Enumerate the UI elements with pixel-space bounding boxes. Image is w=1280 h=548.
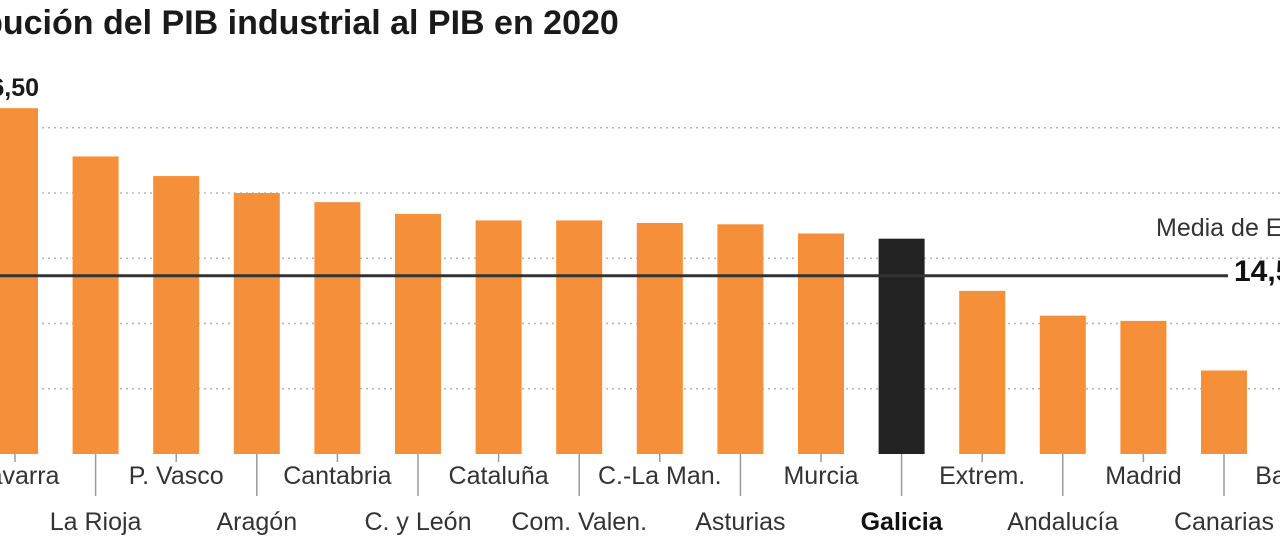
x-label-p-vasco: P. Vasco — [129, 462, 224, 490]
bar-asturias — [717, 224, 764, 454]
data-labels: 26,50 — [0, 74, 39, 102]
bar-galicia — [878, 238, 925, 454]
bar-la-rioja — [72, 156, 119, 454]
bar-andalucia — [1039, 315, 1086, 454]
x-label-cantabria: Cantabria — [283, 462, 391, 490]
value-label-navarra: 26,50 — [0, 74, 39, 102]
x-label-canarias: Canarias — [1174, 508, 1274, 536]
bar-murcia — [798, 233, 844, 454]
x-label-com-valen: Com. Valen. — [511, 508, 647, 536]
x-label-aragon: Aragón — [216, 508, 297, 536]
bars — [0, 108, 1247, 455]
x-label-navarra: Navarra — [0, 462, 60, 490]
average-label: Media de España — [1156, 214, 1280, 242]
bar-madrid — [1120, 320, 1167, 454]
bar-extrem — [959, 290, 1006, 454]
x-axis-ticks — [14, 454, 1225, 496]
average-value: 14,5 — [1234, 255, 1280, 288]
x-label-madrid: Madrid — [1105, 462, 1181, 490]
x-label-murcia: Murcia — [783, 462, 858, 490]
reference-line-group: Media de España 14,5 — [0, 214, 1280, 288]
x-label-c-la-man: C.-La Man. — [598, 462, 722, 490]
x-axis-labels: Navarra La Rioja P. Vasco Aragón Cantabria C.… — [0, 462, 1280, 536]
x-label-c-y-leon: C. y León — [364, 508, 471, 536]
bar-aragon — [233, 193, 280, 454]
bar-cataluna — [475, 220, 522, 454]
bar-com-valen — [556, 220, 603, 454]
bar-cantabria — [314, 202, 361, 454]
x-label-andalucia: Andalucía — [1007, 508, 1118, 536]
chart-title: Contribución del PIB industrial al PIB e… — [0, 4, 619, 42]
x-label-extrem: Extrem. — [939, 462, 1025, 490]
x-label-asturias: Asturias — [695, 508, 785, 536]
bar-c-y-leon — [395, 213, 441, 454]
bar-canarias — [1201, 370, 1247, 454]
bar-navarra — [0, 108, 38, 455]
x-label-baleares: Baleares — [1255, 462, 1280, 490]
bar-p-vasco — [153, 176, 200, 454]
x-label-galicia: Galicia — [861, 508, 944, 536]
x-label-la-rioja: La Rioja — [50, 508, 142, 536]
bar-c-la-man — [636, 223, 683, 454]
x-label-cataluna: Cataluña — [449, 462, 549, 490]
